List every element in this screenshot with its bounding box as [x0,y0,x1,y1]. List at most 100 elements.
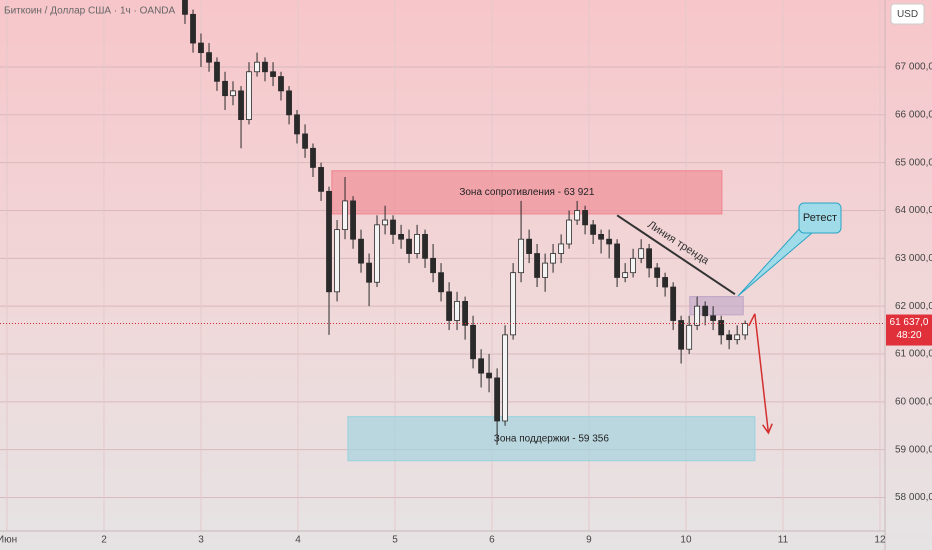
candle-body [478,358,485,374]
candle-body [374,224,380,283]
candle-body [710,315,717,321]
currency: USD [897,9,918,20]
candle-body [630,257,636,274]
candle-body [430,257,436,274]
candle-body [326,190,332,293]
candle-body [654,267,661,278]
candle-body [598,234,604,240]
candles [182,0,749,445]
candle-body [550,253,556,264]
candle-body [646,248,653,269]
trendline [616,214,736,296]
candle-body [422,234,428,259]
candle-body [206,52,212,63]
zone-label: Зона сопротивления - 63 921 [459,187,595,198]
candle-body [238,90,244,120]
candle-body [310,147,316,168]
zone [331,170,723,215]
candle-body [342,200,348,231]
candle-body [670,286,677,321]
candle-body [382,219,388,226]
candle-body [678,320,685,350]
candle-body [318,167,324,192]
candle-body [534,253,540,278]
y-tick-label: 62 000,0 [895,301,932,312]
overlay: Зона сопротивления - 63 921 Зона поддержк… [0,187,885,444]
candle-body [742,323,749,336]
candle-body [566,219,572,245]
candle-body [198,42,204,54]
candle-body [446,291,452,321]
candle-body [718,320,725,336]
arrow-tail [748,313,756,327]
callout-box [798,202,842,234]
x-tick-label: 4 [295,535,301,546]
candle-body [686,324,693,350]
chart-title: Биткоин / Доллар США · 1ч · OANDA [4,6,176,17]
candle-body [246,71,252,120]
candle-body [366,262,372,283]
candle-body [526,238,533,254]
candle-body [190,13,196,44]
y-tick-label: 66 000,0 [895,109,932,120]
y-tick-label: 58 000,0 [895,492,932,503]
currency-button[interactable] [890,3,925,25]
y-tick-label: 60 000,0 [895,396,932,407]
candle-body [462,300,469,326]
candle-body [510,272,517,336]
last-price-label: 61 637,0 [890,317,929,328]
candle-body [694,305,701,326]
zone [347,416,756,462]
candle-body [558,243,565,254]
candle-body [542,262,549,278]
x-tick-label: 10 [680,535,692,546]
candle-body [590,224,597,235]
callout-text: Ретест [803,212,837,224]
y-tick-label: 65 000,0 [895,157,932,168]
candle-body [286,90,292,116]
zones [331,170,756,462]
candle-body [438,272,444,293]
candle-body [582,210,588,226]
zone-label: Зона поддержки - 59 356 [494,433,610,444]
x-tick-label: 11 [778,535,789,546]
candle-body [214,61,220,82]
candle-body [518,238,524,274]
x-tick-label: 6 [489,535,495,546]
candle-body [454,300,460,321]
x-tick-label: 9 [586,535,592,546]
candle-body [614,243,620,278]
x-tick-label: 2 [101,535,107,546]
candle-body [702,305,709,317]
candle-body [334,229,340,293]
candle-body [574,210,581,221]
last-price-box [886,314,932,346]
x-tick-label: Июн [0,535,17,546]
candle-body [502,334,508,422]
candle-body [222,80,228,97]
x-tick-label: 3 [198,535,204,546]
y-tick-label: 64 000,0 [895,205,932,216]
arrow [754,313,770,434]
candle-body [734,334,741,341]
candle-body [486,372,492,379]
candle-body [294,114,300,135]
candle-body [390,219,396,235]
candle-body [350,200,356,240]
arrow-head [762,423,773,435]
candle-body [638,248,645,259]
candle-body [726,334,733,341]
candle-body [358,238,364,264]
candle-body [398,234,404,240]
candle-body [302,133,308,149]
candle-body [230,90,236,97]
grid [0,0,885,531]
y-tick-label: 61 000,0 [895,349,932,360]
candle-body [278,76,284,92]
x-tick-label: 12 [874,535,886,546]
candle-body [182,0,188,15]
candle-body [470,324,476,360]
candle-body [406,238,412,254]
candle-body [494,377,501,422]
